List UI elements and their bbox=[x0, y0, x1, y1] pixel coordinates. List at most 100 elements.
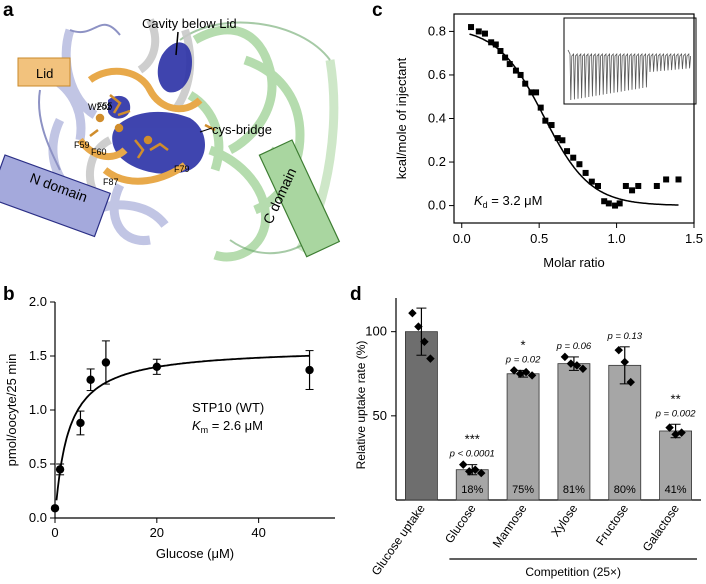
panel-b: b Glucose (μM) pmol/oocyte/25 min STP10 … bbox=[0, 284, 350, 584]
replicate-point bbox=[515, 369, 525, 378]
cys-bridge-label: cys-bridge bbox=[212, 122, 272, 137]
data-point bbox=[612, 202, 619, 209]
annotation-km: Km = 2.6 μM bbox=[192, 418, 263, 435]
raw-thermogram-inset bbox=[563, 17, 697, 105]
x-tick-label: 0 bbox=[51, 525, 58, 540]
bar bbox=[557, 363, 591, 501]
data-point bbox=[481, 30, 488, 37]
itc-chart: Molar ratio kcal/mole of injectant Kd = … bbox=[394, 13, 703, 270]
y-tick-label: 0.2 bbox=[428, 154, 446, 169]
significance-stars: ** bbox=[671, 391, 681, 406]
w202-label: W202 bbox=[88, 102, 112, 112]
data-point bbox=[622, 182, 629, 189]
x-axis-label: Molar ratio bbox=[543, 255, 604, 270]
replicate-point bbox=[560, 352, 570, 362]
kd-value: = 3.2 μM bbox=[488, 193, 543, 208]
p-value-label: p = 0.002 bbox=[655, 408, 697, 419]
p-value-label: p = 0.02 bbox=[505, 354, 541, 365]
data-point bbox=[101, 358, 111, 367]
annotation-name: STP10 (WT) bbox=[192, 400, 264, 415]
y-tick-label: 0.8 bbox=[428, 23, 446, 38]
x-tick-label: 1.5 bbox=[685, 231, 703, 246]
data-point bbox=[506, 61, 513, 68]
y-tick-label: 0.0 bbox=[428, 198, 446, 213]
y-tick-label: 1.5 bbox=[29, 348, 47, 363]
panel-label-b: b bbox=[3, 284, 15, 305]
data-point bbox=[548, 122, 555, 129]
replicate-point bbox=[408, 308, 417, 318]
side-chains bbox=[89, 94, 216, 159]
f79-label: F79 bbox=[174, 164, 190, 174]
replicate-point bbox=[471, 465, 480, 474]
replicate-point bbox=[509, 366, 519, 375]
cavity-surface bbox=[108, 42, 205, 174]
replicate-point bbox=[578, 364, 588, 373]
bar-value-label: 81% bbox=[563, 484, 585, 496]
significance-stars: * bbox=[521, 337, 526, 352]
y-tick-label: 0.5 bbox=[29, 456, 47, 471]
y-axis-label: kcal/mole of injectant bbox=[394, 57, 409, 179]
data-point bbox=[629, 187, 636, 194]
data-point bbox=[497, 48, 504, 55]
data-point bbox=[50, 504, 60, 513]
n-domain-helices bbox=[43, 28, 169, 245]
replicate-point bbox=[665, 423, 674, 432]
data-point bbox=[570, 154, 577, 161]
x-category-label: Xylose bbox=[548, 501, 580, 539]
x-tick-label: 1.0 bbox=[608, 231, 626, 246]
data-point bbox=[605, 200, 612, 207]
data-point bbox=[468, 24, 475, 31]
bar-value-label: 75% bbox=[512, 484, 534, 496]
x-category-label: Galactose bbox=[640, 501, 683, 554]
kd-subscript: d bbox=[483, 200, 488, 210]
data-point bbox=[76, 418, 85, 428]
f59-label: F59 bbox=[74, 140, 90, 150]
data-point bbox=[517, 71, 524, 78]
bar bbox=[608, 364, 642, 501]
group-label: Competition (25×) bbox=[525, 565, 621, 579]
x-tick-label: 0.5 bbox=[530, 231, 548, 246]
lid-label: Lid bbox=[36, 66, 53, 81]
c-domain-box bbox=[258, 139, 341, 258]
x-tick-label: 0.0 bbox=[453, 231, 471, 246]
y-tick-label: 2.0 bbox=[29, 294, 47, 309]
x-axis-label: Glucose (μM) bbox=[156, 546, 234, 561]
replicate-point bbox=[521, 367, 531, 377]
panel-label-a: a bbox=[3, 0, 14, 21]
data-point bbox=[663, 176, 670, 183]
fit-curve bbox=[55, 354, 310, 501]
data-point bbox=[152, 362, 162, 371]
y-tick-label: 100 bbox=[365, 324, 387, 339]
x-category-label: Mannose bbox=[490, 501, 530, 550]
kinetics-chart: Glucose (μM) pmol/oocyte/25 min STP10 (W… bbox=[4, 294, 335, 561]
n-domain-box bbox=[0, 154, 112, 238]
cavity-label: Cavity below Lid bbox=[142, 16, 237, 31]
data-point bbox=[512, 67, 519, 74]
km-subscript: m bbox=[201, 425, 209, 435]
x-category-label: Glucose bbox=[442, 501, 479, 545]
f87-label: F87 bbox=[103, 177, 119, 187]
bar-value-label: 18% bbox=[461, 484, 483, 496]
lid-box bbox=[17, 57, 71, 87]
significance-stars: *** bbox=[465, 432, 480, 447]
panel-d: d Relative uptake rate (%) Competition (… bbox=[350, 284, 706, 584]
f60-label: F60 bbox=[91, 147, 107, 157]
data-point bbox=[86, 375, 95, 384]
data-point bbox=[537, 104, 544, 111]
data-point bbox=[576, 161, 583, 168]
competition-chart: Relative uptake rate (%) Competition (25… bbox=[356, 298, 701, 579]
y-tick-label: 0.0 bbox=[29, 510, 47, 525]
f55-label: F55 bbox=[97, 101, 113, 111]
data-point bbox=[601, 198, 608, 205]
replicate-point bbox=[677, 428, 686, 437]
bar-value-label: 80% bbox=[614, 484, 636, 496]
replicate-point bbox=[671, 430, 680, 439]
data-point bbox=[616, 200, 623, 207]
data-point bbox=[542, 117, 549, 124]
p-value-label: p = 0.13 bbox=[606, 331, 642, 342]
y-tick-label: 0.4 bbox=[428, 111, 446, 126]
data-point bbox=[488, 39, 495, 46]
p-value-label: p < 0.0001 bbox=[449, 449, 495, 460]
replicate-point bbox=[465, 467, 474, 476]
data-point bbox=[502, 54, 509, 61]
